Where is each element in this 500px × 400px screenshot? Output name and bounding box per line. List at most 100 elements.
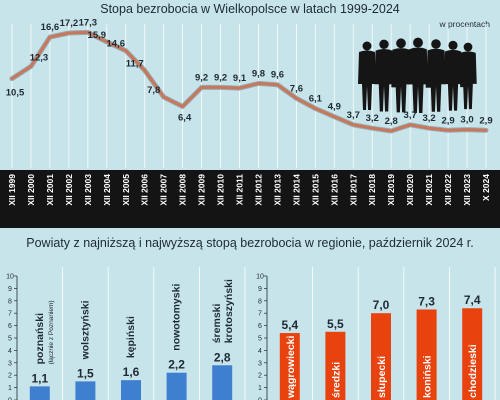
x-tick-label: XII 2010: [216, 174, 226, 206]
x-tick-label: XII 2005: [121, 174, 131, 206]
y-tick-label: 5: [8, 336, 12, 343]
line-value-label: 6,4: [178, 112, 192, 123]
y-tick-label: 3: [8, 360, 12, 367]
line-chart-x-axis: XII 1999 XII 2000 XII 2001 XII 2002 XII 2003…: [0, 170, 500, 228]
category-label: słupecki: [376, 356, 388, 398]
person-silhouette: [426, 39, 446, 112]
y-tick-label: 0: [8, 398, 12, 400]
x-tick-label: XII 2018: [367, 174, 377, 206]
y-tick-label: 6: [258, 323, 262, 330]
line-value-label: 3,2: [366, 113, 379, 124]
y-tick-label: 6: [8, 323, 12, 330]
line-value-label: 2,9: [441, 115, 454, 126]
category-label: wągrowiecki: [285, 335, 297, 399]
y-tick-label: 7: [258, 311, 262, 318]
line-chart-title: Stopa bezrobocia w Wielkopolsce w latach…: [100, 2, 400, 16]
x-tick-label: XII 2017: [348, 174, 358, 206]
category-label: nowotomyski: [171, 284, 183, 351]
x-tick-label: XII 2007: [159, 174, 169, 206]
category-label: średzki: [330, 362, 342, 398]
y-tick-label: 5: [258, 336, 262, 343]
x-tick-label: XII 2001: [45, 174, 55, 206]
bar-charts-title: Powiaty z najniższą i najwyższą stopą be…: [26, 236, 474, 250]
bar: [212, 365, 233, 400]
x-tick-label: XII 2012: [253, 174, 263, 206]
y-tick-label: 9: [258, 286, 262, 293]
line-value-label: 17,2: [60, 18, 79, 29]
y-tick-label: 10: [256, 274, 264, 281]
person-silhouette: [391, 38, 411, 113]
highest-unemployment-bar-chart: 0 1 2 3 4 5 6 7 8 9 10 5,4 5,5 7,0 7,3 7,4 wągrowiecki śr…: [256, 267, 496, 400]
bar-value-label: 7,4: [464, 293, 481, 307]
business-people-icon: [358, 37, 477, 113]
line-value-label: 11,7: [126, 58, 144, 69]
bar: [75, 381, 96, 400]
line-value-label: 3,7: [347, 110, 360, 121]
line-value-label: 10,5: [6, 88, 25, 99]
category-label: krotoszyński: [223, 279, 235, 343]
bar: [279, 333, 300, 400]
bar-value-label: 5,4: [281, 318, 298, 332]
x-tick-label: XII 2006: [140, 174, 150, 206]
y-tick-label: 7: [8, 311, 12, 318]
line-value-label: 9,2: [195, 72, 208, 83]
x-axis-band: [0, 170, 500, 228]
line-value-label: 7,8: [147, 85, 160, 96]
bar: [371, 313, 391, 400]
x-tick-label: XII 2019: [386, 174, 396, 206]
category-label: kępiński: [125, 316, 137, 358]
person-head: [362, 41, 372, 51]
line-chart-series: [9, 29, 489, 134]
x-tick-label: XII 2011: [235, 174, 245, 205]
y-tick-label: 2: [258, 373, 262, 380]
line-value-label: 2,9: [479, 115, 492, 126]
x-tick-label: XII 2023: [462, 174, 472, 206]
line-value-label: 9,6: [271, 70, 284, 81]
bar: [121, 380, 141, 400]
y-tick-label: 4: [258, 348, 262, 355]
x-tick-label: XII 2014: [291, 174, 301, 206]
line-value-label: 9,2: [214, 72, 227, 83]
bar-value-label: 5,5: [327, 317, 344, 331]
bar: [325, 331, 346, 400]
line-chart-value-labels: 10,5 12,3 16,6 17,2 17,3 15,914,611,7 7,8 6,4 9,…: [6, 17, 493, 127]
person-head: [463, 42, 473, 52]
line-value-label: 17,3: [79, 17, 98, 28]
unemployment-line-chart: Stopa bezrobocia w Wielkopolsce w latach…: [0, 2, 500, 228]
line-value-label: 9,1: [233, 73, 247, 84]
x-tick-label: XII 2021: [424, 174, 434, 206]
x-tick-label: XII 2004: [102, 174, 112, 206]
line-value-label: 15,9: [88, 30, 107, 41]
y-tick-label: 10: [6, 274, 14, 281]
x-tick-label: XII 2020: [405, 174, 415, 206]
person-body: [358, 50, 376, 110]
bar: [462, 308, 483, 400]
category-label: koniński: [422, 355, 434, 398]
bar: [166, 372, 187, 400]
category-note: (łącznie z Poznaniem): [48, 300, 55, 364]
line-value-label: 6,1: [309, 94, 323, 105]
x-tick-label: XII 1999: [7, 174, 17, 206]
x-tick-label: XII 2000: [26, 174, 36, 206]
x-tick-label: XII 2016: [329, 174, 339, 206]
y-tick-label: 9: [8, 286, 12, 293]
bar-value-label: 7,3: [418, 294, 435, 308]
unit-note: w procentach: [438, 19, 490, 29]
bar: [29, 386, 50, 400]
person-head: [413, 37, 423, 48]
person-body: [408, 47, 428, 113]
line-value-label: 3,2: [423, 113, 436, 124]
line-value-label: 12,3: [30, 52, 49, 63]
x-tick-label: XII 2009: [197, 174, 207, 206]
line-value-label: 16,6: [41, 22, 60, 33]
x-tick-label: X 2024: [481, 174, 491, 201]
person-silhouette: [459, 42, 477, 110]
x-tick-label: XII 2022: [443, 174, 453, 206]
x-tick-label: XII 2003: [83, 174, 93, 206]
x-tick-label: XII 2013: [272, 174, 282, 206]
y-tick-label: 2: [8, 373, 12, 380]
category-label: poznański: [34, 313, 46, 364]
category-label: wolsztyński: [79, 300, 91, 360]
line-value-label: 4,9: [328, 102, 341, 113]
bar-value-label: 2,2: [168, 358, 185, 372]
